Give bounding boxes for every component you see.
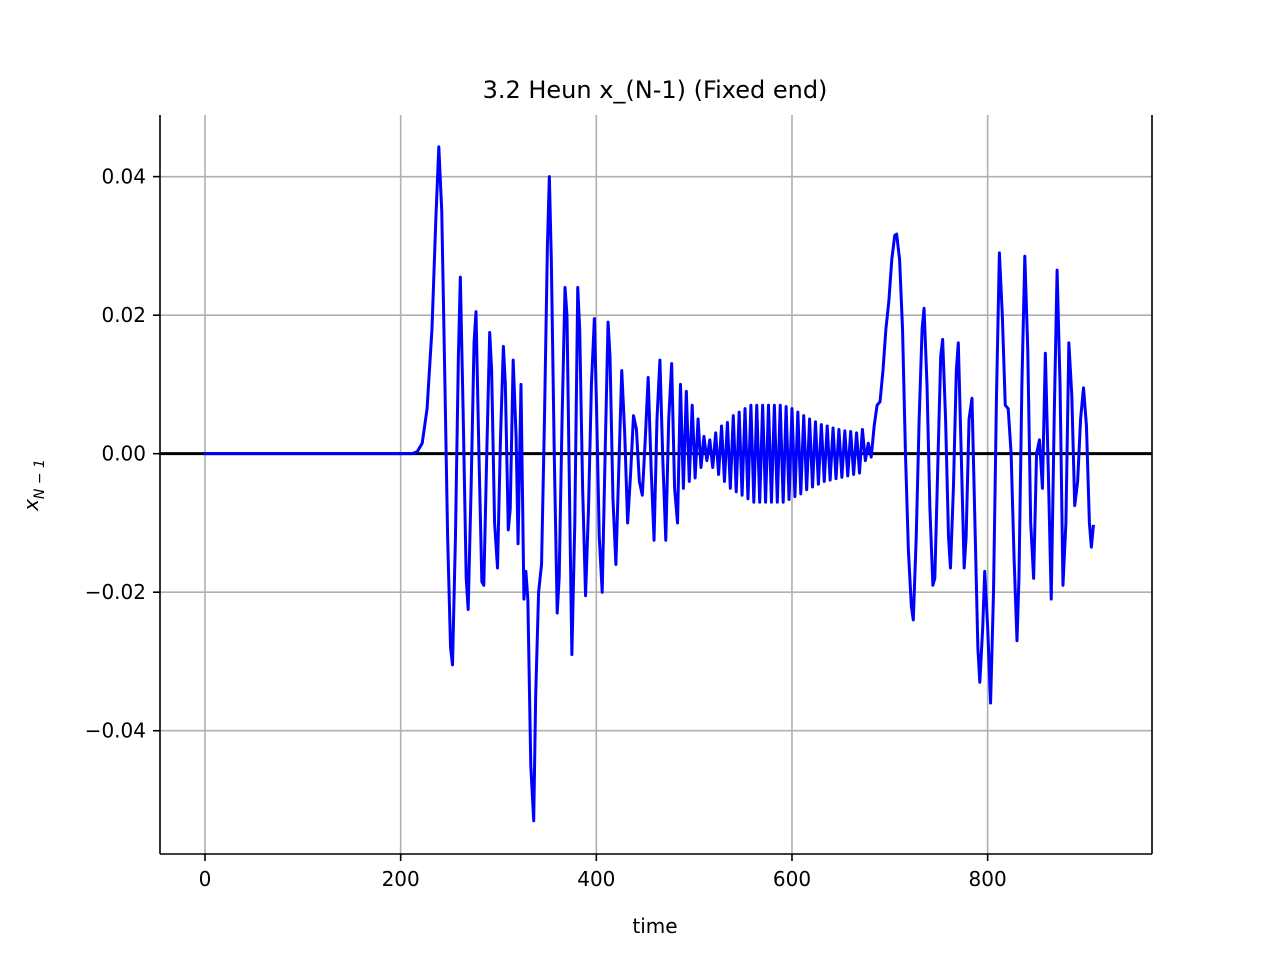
x-tick-label: 800	[969, 867, 1007, 891]
x-tick-label: 400	[577, 867, 615, 891]
series-line	[203, 145, 1095, 823]
y-tick-label: 0.02	[101, 303, 146, 327]
axes	[153, 115, 1153, 861]
x-tick-label: 600	[773, 867, 811, 891]
x-axis-label: time	[632, 914, 677, 938]
x-tick-label: 200	[382, 867, 420, 891]
tick-labels: 0 200 400 600 800 −0.04 −0.02 0.00 0.02 0.04	[85, 165, 1007, 891]
x-tick-label: 0	[199, 867, 212, 891]
y-axis-label: xN − 1	[19, 459, 48, 512]
y-tick-label: −0.04	[85, 719, 146, 743]
series-layer	[203, 145, 1095, 823]
y-tick-label: −0.02	[85, 580, 146, 604]
y-tick-label: 0.00	[101, 442, 146, 466]
y-axis-label-subscript: N − 1	[32, 459, 48, 499]
y-tick-label: 0.04	[101, 165, 146, 189]
y-axis-label-base: x	[19, 499, 43, 512]
chart-title: 3.2 Heun x_(N-1) (Fixed end)	[483, 76, 828, 104]
